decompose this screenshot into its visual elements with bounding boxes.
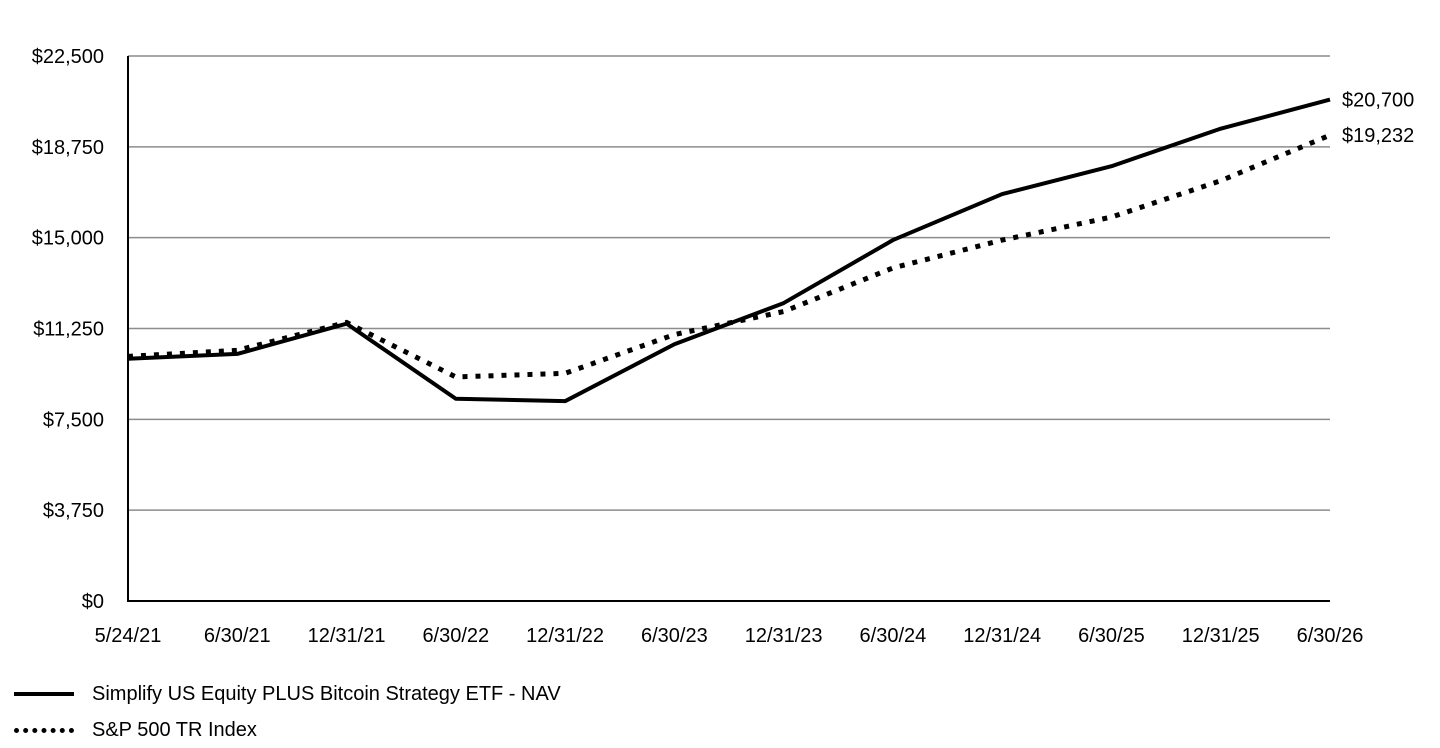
y-tick-labels: $0 $3,750 $7,500 $11,250 $15,000 $18,750 $22,5…: [32, 46, 104, 613]
x-tick-label: 12/31/24: [963, 625, 1041, 647]
series-line-etf: [127, 97, 1331, 404]
legend-item-etf: Simplify US Equity PLUS Bitcoin Strategy…: [14, 676, 561, 712]
legend-dotted-line-swatch: [14, 727, 74, 733]
x-tick-label: 6/30/25: [1078, 625, 1145, 647]
axes: [127, 56, 1330, 602]
legend-label-sp500: S&P 500 TR Index: [92, 718, 257, 741]
y-tick-label: $11,250: [33, 319, 104, 341]
legend-item-sp500: S&P 500 TR Index: [14, 712, 561, 748]
end-label-etf: $20,700: [1342, 90, 1414, 112]
x-tick-label: 6/30/21: [204, 625, 271, 647]
y-tick-label: $18,750: [32, 137, 104, 159]
end-labels: $20,700 $19,232: [1342, 90, 1414, 148]
x-tick-label: 6/30/23: [641, 625, 708, 647]
line-chart: $0 $3,750 $7,500 $11,250 $15,000 $18,750 $22,5…: [32, 46, 1415, 647]
x-tick-label: 12/31/23: [745, 625, 823, 647]
legend-label-etf: Simplify US Equity PLUS Bitcoin Strategy…: [92, 682, 561, 705]
series-line-sp500: [127, 132, 1331, 380]
x-tick-label: 12/31/25: [1182, 625, 1260, 647]
y-tick-label: $3,750: [43, 500, 104, 522]
gridlines: [128, 55, 1330, 511]
legend: Simplify US Equity PLUS Bitcoin Strategy…: [14, 676, 561, 748]
y-tick-label: $7,500: [43, 409, 104, 431]
x-tick-label: 6/30/26: [1297, 625, 1364, 647]
y-tick-label: $22,500: [32, 46, 104, 68]
x-tick-label: 6/30/22: [422, 625, 489, 647]
y-tick-label: $15,000: [32, 228, 104, 250]
y-tick-label: $0: [82, 591, 104, 613]
legend-solid-line-swatch: [14, 692, 74, 696]
x-tick-label: 12/31/21: [308, 625, 386, 647]
x-tick-label: 12/31/22: [526, 625, 604, 647]
x-tick-labels: 5/24/21 6/30/21 12/31/21 6/30/22 12/31/22 6/3…: [95, 625, 1364, 647]
end-label-sp500: $19,232: [1342, 125, 1414, 147]
x-tick-label: 5/24/21: [95, 625, 162, 647]
x-tick-label: 6/30/24: [860, 625, 927, 647]
series-lines: [127, 97, 1331, 404]
